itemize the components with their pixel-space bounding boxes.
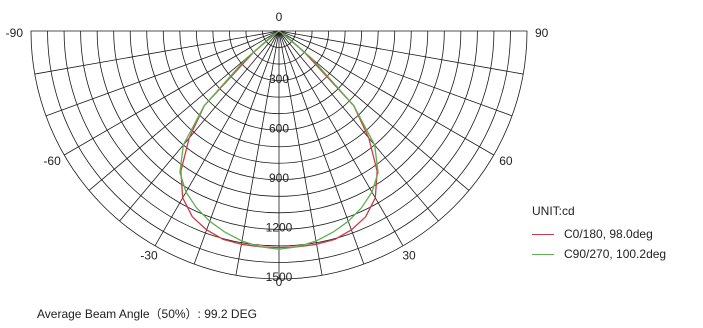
outer-boundary	[30, 30, 528, 280]
legend-item-c0-180: C0/180, 98.0deg	[532, 224, 666, 244]
angle-label: -90	[6, 26, 24, 40]
polar-grid	[30, 30, 528, 280]
grid-spoke	[278, 30, 524, 75]
grid-spoke	[278, 30, 365, 265]
series-line-0	[180, 30, 378, 249]
grid-spoke	[34, 30, 280, 75]
legend-label-c90-270: C90/270, 100.2deg	[564, 247, 667, 261]
grid-spoke	[154, 30, 280, 246]
grid-spoke	[193, 30, 280, 265]
radial-tick-label: 1200	[266, 221, 293, 235]
legend-label-c0-180: C0/180, 98.0deg	[564, 227, 653, 241]
grid-spoke	[119, 30, 280, 222]
angle-label: -30	[140, 248, 158, 262]
beam-angle-footer: Average Beam Angle（50%）: 99.2 DEG	[37, 307, 257, 321]
angle-label: 0	[276, 10, 283, 24]
radial-tick-label: 300	[269, 72, 289, 86]
grid-spoke	[235, 30, 280, 276]
radial-tick-label: 900	[269, 171, 289, 185]
angle-label: 30	[402, 248, 416, 262]
angle-label: 60	[499, 154, 513, 168]
grid-spoke	[278, 30, 404, 246]
series-layer	[179, 30, 379, 250]
grid-spoke	[278, 30, 513, 117]
legend: UNIT:cd C0/180, 98.0deg C90/270, 100.2de…	[532, 204, 666, 264]
radial-tick-label: 600	[269, 121, 289, 135]
radial-tick-label: 1500	[266, 270, 293, 284]
legend-swatch-c0-180	[532, 233, 554, 235]
angle-label: -60	[43, 154, 61, 168]
angle-label: 90	[535, 26, 549, 40]
grid-spoke	[278, 30, 494, 156]
grid-spoke	[278, 30, 439, 222]
grid-spoke	[278, 30, 323, 276]
angle-label: 0	[276, 275, 283, 289]
series-line-1	[179, 30, 379, 250]
grid-spoke	[45, 30, 280, 117]
legend-swatch-c90-270	[532, 253, 554, 255]
legend-item-c90-270: C90/270, 100.2deg	[532, 244, 666, 264]
grid-spoke	[64, 30, 280, 156]
unit-label: UNIT:cd	[532, 204, 575, 218]
